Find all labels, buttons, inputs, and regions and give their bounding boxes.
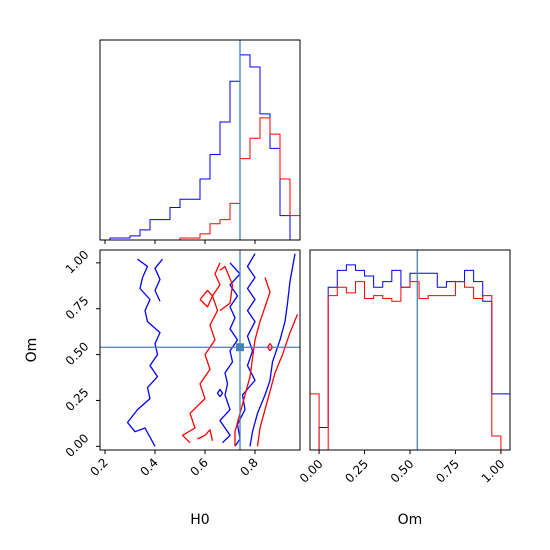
contour-line-9 [199,289,214,308]
contour-truth-marker [236,343,244,352]
om-hist-axis-label: Om [398,512,423,528]
contour-line-7 [197,429,214,441]
contour-line-3 [234,253,256,447]
h0-histogram-content [100,40,300,240]
om-axis-label: Om [24,338,40,363]
contour-frame [99,249,301,451]
contour-line-10 [234,277,271,447]
contour-line-2 [219,262,241,444]
contour-line-1 [154,258,164,302]
contour-line-4 [249,253,296,447]
contour-content [100,250,300,450]
contour-line-0 [126,258,161,447]
om-histogram-content [310,250,510,450]
h0-histogram-panel [99,39,301,244]
h0-histogram-frame [99,39,301,241]
contour-line-11 [256,313,299,447]
contour-line-8 [219,265,234,312]
h0-histogram-series-1 [100,117,300,240]
h0-histogram-series-0 [100,54,300,240]
contour-line-5 [216,388,224,398]
om-histogram-series-1 [310,281,510,450]
contour-line-12 [266,342,274,352]
contour-line-6 [181,262,221,444]
h0-histogram-xticks [104,240,256,244]
h0-axis-label: H0 [190,512,209,528]
